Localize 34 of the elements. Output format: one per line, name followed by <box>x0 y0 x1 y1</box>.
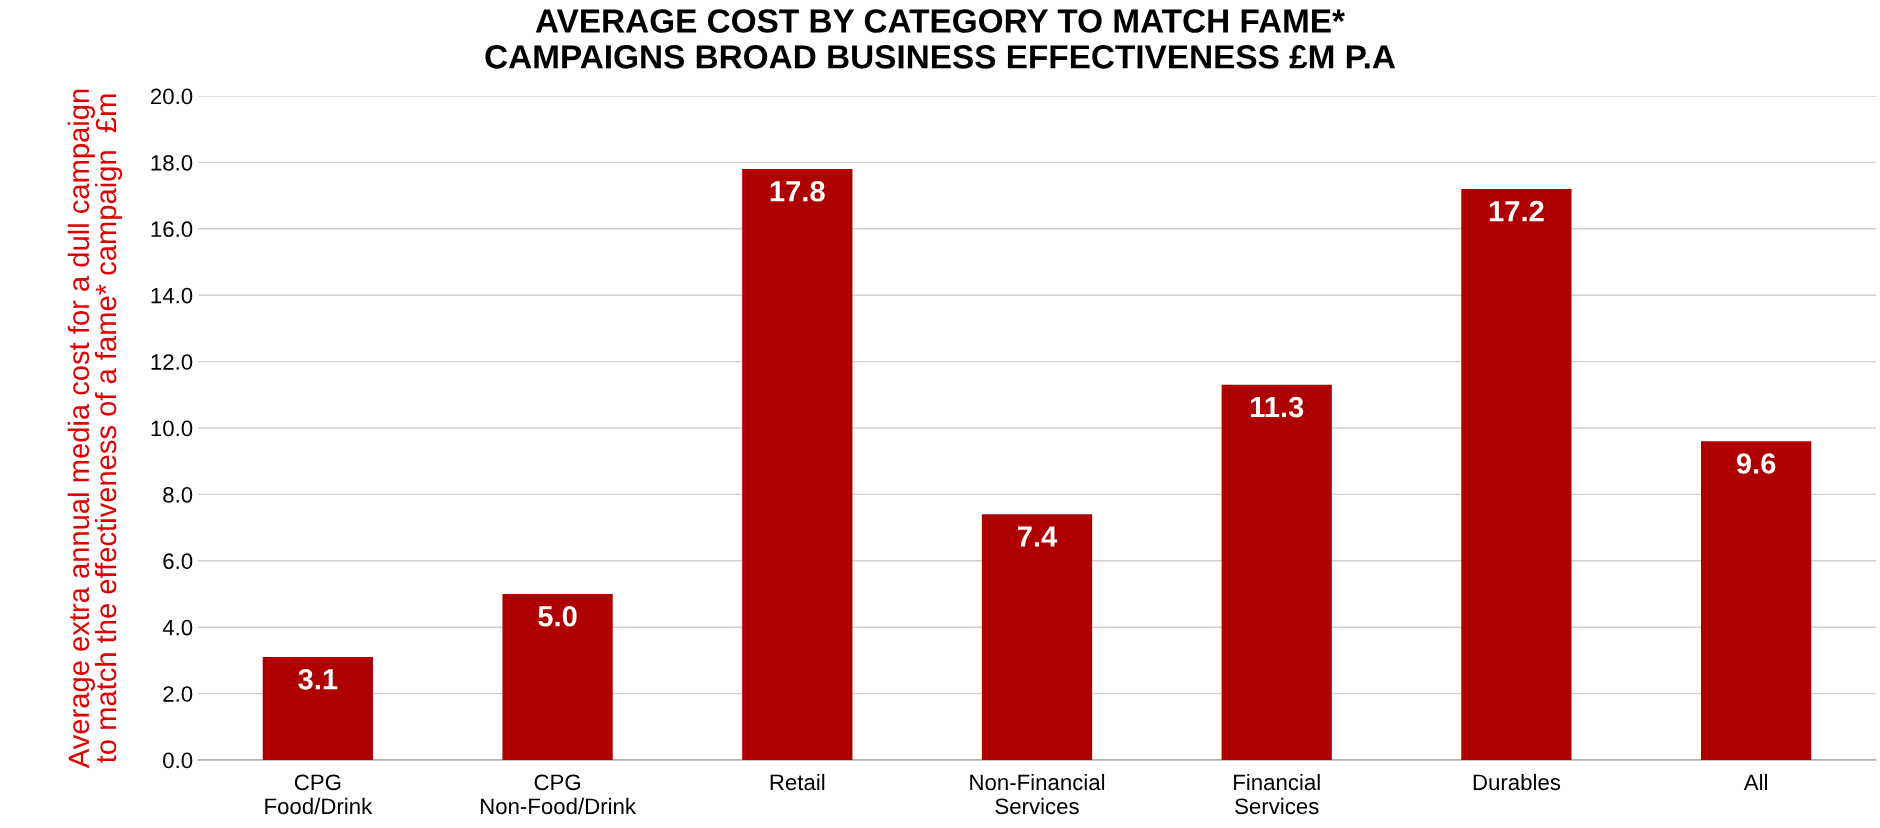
y-axis-title: Average extra annual media cost for a dull campaign to match the effectiveness of a fame* campaign £m <box>67 89 123 769</box>
bar <box>262 657 373 760</box>
x-tick-label: Financial Services <box>1234 773 1320 815</box>
x-tick-label: CPG Non-Food/Drink <box>480 774 637 815</box>
bar <box>502 594 613 760</box>
data-label: 11.3 <box>1250 396 1304 418</box>
chart-title: AVERAGE COST BY CATEGORY TO MATCH FAME* CAMPAIGNS BROAD BUSINESS EFFECTIVENESS £M P.A <box>485 9 1396 69</box>
data-label: 5.0 <box>538 605 577 627</box>
y-tick-label: 0.0 <box>163 752 193 769</box>
data-label: 9.6 <box>1736 453 1776 474</box>
bar <box>742 169 853 760</box>
data-label: 3.1 <box>298 668 338 690</box>
y-tick-label: 12.0 <box>151 354 193 370</box>
x-tick-label: Non-Financial Services <box>970 773 1105 815</box>
y-tick-label: 8.0 <box>163 486 193 503</box>
x-tick-label: Durables <box>1473 773 1561 791</box>
y-tick-label: 14.0 <box>151 287 193 304</box>
data-label: 7.4 <box>1017 526 1058 547</box>
y-tick-label: 6.0 <box>163 553 193 570</box>
y-tick-label: 10.0 <box>151 420 193 437</box>
y-tick-label: 4.0 <box>162 619 193 636</box>
y-tick-label: 18.0 <box>151 154 193 171</box>
data-label: 17.8 <box>770 180 825 202</box>
y-tick-label: 16.0 <box>151 221 193 238</box>
data-label: 17.2 <box>1489 200 1544 222</box>
x-tick-label: CPG Food/Drink <box>265 774 373 815</box>
bar <box>1701 441 1812 760</box>
bar <box>1461 188 1572 760</box>
bar <box>981 514 1093 760</box>
x-tick-label: Retail <box>770 773 825 791</box>
y-tick-label: 2.0 <box>163 686 193 702</box>
bar <box>1221 384 1332 760</box>
x-tick-label: All <box>1743 773 1767 790</box>
y-tick-label: 20.0 <box>151 88 193 105</box>
